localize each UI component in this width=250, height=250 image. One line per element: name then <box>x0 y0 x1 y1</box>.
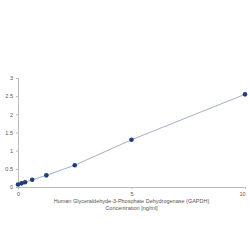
x-tick: 0 <box>17 187 20 197</box>
x-tick: 5 <box>130 187 133 197</box>
x-tick: 10 <box>239 187 245 197</box>
x-tick-label: 0 <box>17 191 20 197</box>
y-tick-mark <box>16 169 18 170</box>
x-axis: 0 5 10 <box>17 187 246 197</box>
point <box>243 92 248 97</box>
point <box>30 177 35 182</box>
x-tick-mark <box>245 187 246 189</box>
plot: 0 0.5 1 1.5 2 2.5 3 0 5 10 <box>5 75 247 197</box>
y-tick-mark <box>16 78 18 79</box>
y-tick-label: 2 <box>10 112 13 118</box>
x-tick-mark <box>132 187 133 189</box>
x-axis-title: Human Glyceraldehyde-3-Phosphate Dehydro… <box>54 198 210 204</box>
y-tick: 0.5 <box>5 166 18 172</box>
y-tick-mark <box>16 151 18 152</box>
y-tick-mark <box>16 96 18 97</box>
y-axis-line <box>16 79 19 188</box>
y-tick: 2.5 <box>5 93 18 99</box>
x-tick-label: 10 <box>239 191 245 197</box>
point <box>72 163 77 168</box>
y-tick-label: 3 <box>10 75 13 81</box>
chart: 0 0.5 1 1.5 2 2.5 3 0 5 10 Human Glyceraldehyde-3-… <box>0 0 250 250</box>
y-tick: 2 <box>10 112 18 118</box>
y-tick-label: 1.5 <box>5 130 13 136</box>
point <box>129 137 134 142</box>
curve <box>18 94 245 184</box>
point <box>44 173 49 178</box>
y-tick: 3 <box>10 75 18 81</box>
y-tick-mark <box>16 187 18 188</box>
x-tick-label: 5 <box>130 191 133 197</box>
y-tick-label: 2.5 <box>5 93 13 99</box>
x-axis-title-2: Concentration [ng/ml] <box>105 205 158 211</box>
y-tick-label: 1 <box>10 148 13 154</box>
y-tick-label: 0 <box>10 184 13 190</box>
x-tick-mark <box>18 187 19 189</box>
marks <box>16 92 248 187</box>
y-tick: 1 <box>10 148 18 154</box>
x-axis-line <box>19 188 246 190</box>
y-tick: 1.5 <box>5 130 18 136</box>
y-tick-label: 0.5 <box>5 166 13 172</box>
point <box>23 180 28 185</box>
y-axis: 0 0.5 1 1.5 2 2.5 3 <box>5 75 18 190</box>
y-tick-mark <box>16 133 18 134</box>
y-tick-mark <box>16 114 18 115</box>
